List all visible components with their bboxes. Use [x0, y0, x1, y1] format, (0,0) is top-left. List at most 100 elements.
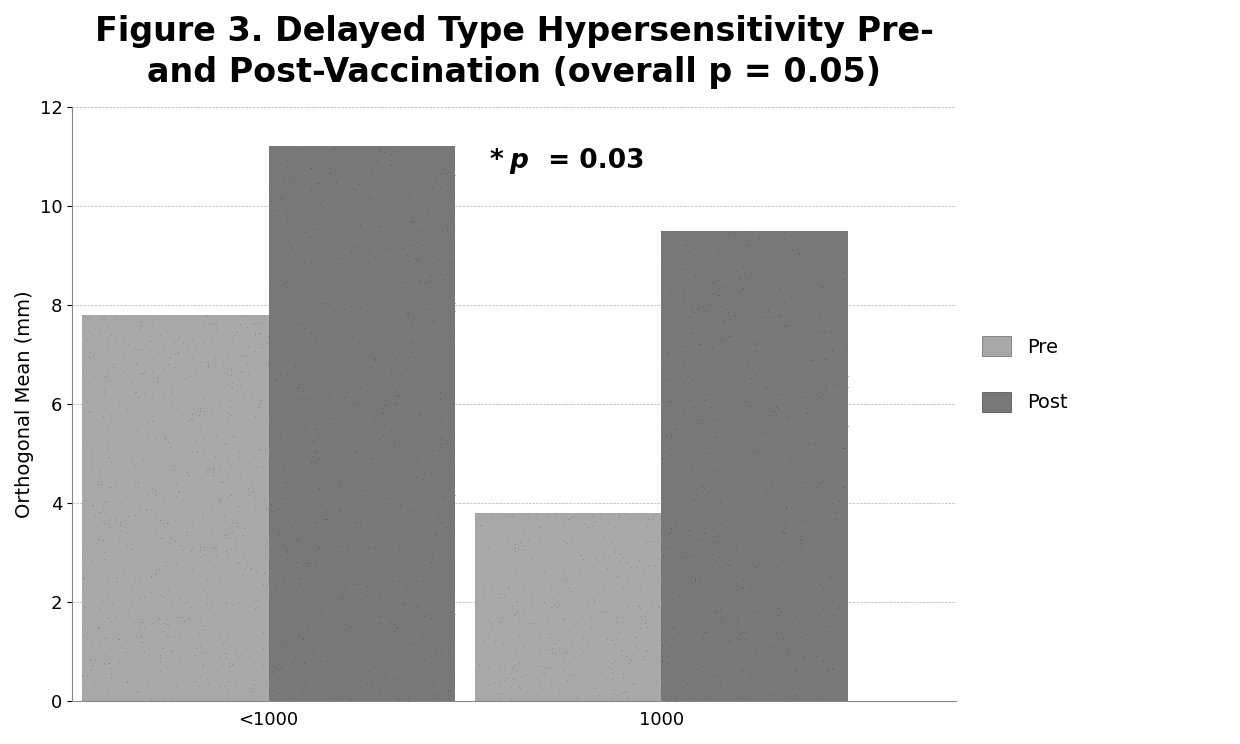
- Point: [221, 641, 241, 653]
- Point: [129, 322, 149, 334]
- Point: [580, 611, 600, 623]
- Point: [145, 484, 165, 496]
- Bar: [269, 147, 455, 702]
- Point: [401, 638, 420, 650]
- Point: [680, 509, 699, 521]
- Point: [379, 317, 399, 329]
- Point: [822, 344, 842, 356]
- Point: [352, 505, 372, 517]
- Point: [445, 169, 465, 181]
- Point: [348, 368, 368, 380]
- Point: [613, 582, 632, 594]
- Point: [804, 314, 823, 326]
- Point: [373, 429, 393, 440]
- Point: [418, 451, 438, 463]
- Point: [343, 177, 363, 189]
- Point: [222, 381, 242, 393]
- Point: [812, 434, 832, 446]
- Point: [267, 205, 286, 217]
- Point: [745, 673, 765, 685]
- Point: [693, 243, 713, 255]
- Point: [568, 542, 588, 554]
- Point: [363, 674, 383, 686]
- Point: [742, 652, 761, 664]
- Point: [675, 539, 694, 551]
- Point: [717, 460, 737, 472]
- Point: [268, 513, 288, 525]
- Point: [636, 621, 656, 633]
- Point: [673, 376, 693, 388]
- Point: [815, 626, 835, 638]
- Point: [665, 317, 684, 329]
- Point: [104, 687, 124, 699]
- Point: [661, 527, 681, 539]
- Point: [370, 610, 389, 622]
- Point: [697, 388, 717, 400]
- Point: [310, 426, 330, 438]
- Point: [126, 356, 146, 368]
- Point: [347, 240, 367, 252]
- Point: [166, 557, 186, 569]
- Point: [103, 327, 123, 339]
- Point: [298, 560, 317, 572]
- Point: [89, 621, 109, 633]
- Point: [115, 635, 135, 647]
- Point: [505, 672, 525, 684]
- Point: [704, 635, 724, 647]
- Point: [200, 318, 219, 330]
- Point: [378, 357, 398, 369]
- Point: [429, 692, 449, 704]
- Point: [500, 529, 520, 541]
- Point: [77, 688, 97, 700]
- Point: [341, 246, 361, 258]
- Point: [196, 455, 216, 467]
- Point: [365, 405, 384, 417]
- Point: [683, 356, 703, 368]
- Point: [401, 357, 420, 369]
- Point: [492, 612, 512, 623]
- Point: [491, 688, 511, 700]
- Point: [135, 504, 155, 516]
- Point: [682, 374, 702, 386]
- Point: [661, 431, 681, 443]
- Point: [216, 504, 236, 516]
- Point: [255, 680, 275, 692]
- Point: [687, 293, 707, 305]
- Point: [164, 456, 184, 468]
- Point: [162, 693, 182, 705]
- Point: [773, 389, 792, 401]
- Point: [472, 533, 492, 545]
- Point: [773, 632, 792, 644]
- Point: [660, 641, 680, 652]
- Point: [123, 456, 143, 468]
- Point: [294, 677, 314, 689]
- Point: [341, 244, 361, 256]
- Point: [644, 592, 663, 604]
- Point: [322, 254, 342, 266]
- Point: [443, 225, 463, 237]
- Point: [143, 415, 162, 427]
- Point: [810, 312, 830, 324]
- Point: [93, 517, 113, 529]
- Point: [373, 519, 393, 530]
- Point: [739, 420, 759, 432]
- Point: [510, 536, 529, 548]
- Point: [807, 365, 827, 376]
- Point: [718, 319, 738, 331]
- Point: [616, 650, 636, 661]
- Point: [708, 368, 728, 380]
- Point: [357, 385, 377, 397]
- Point: [600, 517, 620, 529]
- Point: [351, 184, 371, 196]
- Point: [197, 464, 217, 476]
- Point: [711, 333, 730, 345]
- Point: [634, 566, 653, 578]
- Point: [93, 443, 113, 455]
- Point: [707, 637, 727, 649]
- Point: [309, 639, 329, 651]
- Point: [93, 410, 113, 422]
- Point: [694, 522, 714, 534]
- Point: [658, 695, 678, 707]
- Point: [272, 192, 291, 204]
- Point: [268, 402, 288, 414]
